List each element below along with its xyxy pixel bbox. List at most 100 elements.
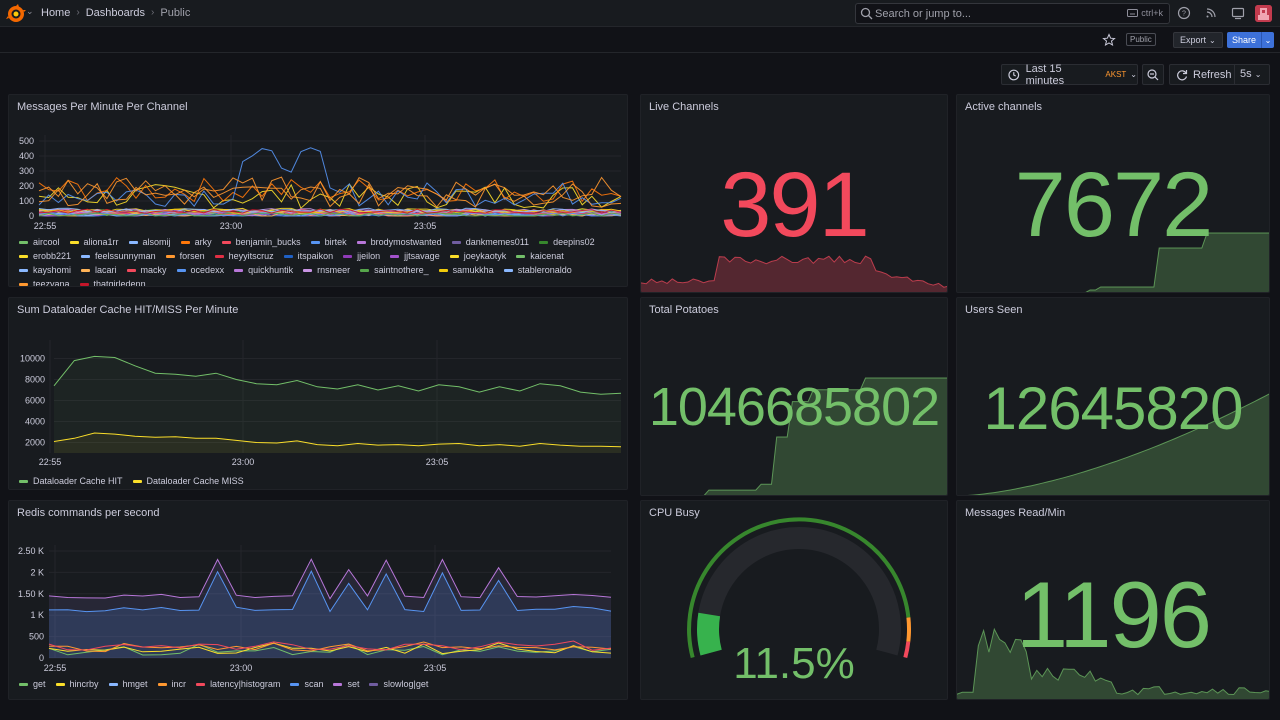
legend-item[interactable]: aliona1rr bbox=[69, 237, 119, 247]
refresh-interval-select[interactable]: 5s ⌄ bbox=[1240, 68, 1261, 80]
panel-title[interactable]: Messages Per Minute Per Channel bbox=[17, 101, 188, 113]
time-range-label: Last 15 minutes bbox=[1025, 62, 1065, 87]
panel-title[interactable]: Active channels bbox=[965, 101, 1043, 113]
legend-item[interactable]: kaicenat bbox=[516, 251, 564, 261]
legend-item[interactable]: lacari bbox=[81, 265, 117, 275]
avatar[interactable] bbox=[1255, 5, 1272, 22]
legend-swatch bbox=[126, 268, 136, 272]
legend-item[interactable]: thatgirledenn bbox=[79, 279, 146, 286]
legend-item[interactable]: set bbox=[333, 679, 359, 689]
legend-item[interactable]: feelssunnyman bbox=[81, 251, 156, 261]
legend-swatch bbox=[196, 682, 206, 686]
legend-label: dankmemes011 bbox=[465, 237, 530, 247]
kiosk-icon[interactable] bbox=[1230, 5, 1246, 21]
legend-item[interactable]: Dataloader Cache HIT bbox=[19, 476, 123, 486]
share-menu-button[interactable]: ⌄ bbox=[1261, 32, 1274, 48]
y-tick-label: 400 bbox=[19, 151, 34, 161]
legend-item[interactable]: arky bbox=[180, 237, 212, 247]
legend-swatch bbox=[19, 268, 28, 272]
grafana-logo-icon[interactable] bbox=[6, 4, 26, 24]
legend-item[interactable]: hincrby bbox=[55, 679, 99, 689]
legend-item[interactable]: deepins02 bbox=[539, 237, 595, 247]
sparkline-line bbox=[1085, 232, 1269, 292]
legend-swatch bbox=[343, 254, 353, 258]
legend-item[interactable]: alsomij bbox=[128, 237, 171, 247]
legend-item[interactable]: get bbox=[19, 679, 46, 689]
breadcrumb-home[interactable]: Home bbox=[41, 7, 71, 19]
legend-label: latency|histogram bbox=[210, 679, 281, 689]
legend-item[interactable]: birtek bbox=[310, 237, 347, 247]
legend-label: lacari bbox=[95, 265, 117, 275]
legend-swatch bbox=[356, 240, 366, 244]
star-icon[interactable] bbox=[1102, 33, 1116, 47]
series-line bbox=[38, 176, 622, 202]
legend-swatch bbox=[69, 240, 79, 244]
legend-item[interactable]: kayshomi bbox=[19, 265, 71, 275]
series-line bbox=[38, 182, 622, 208]
chevron-down-icon: ⌄ bbox=[1130, 70, 1137, 79]
legend-item[interactable]: joeykaotyk bbox=[449, 251, 506, 261]
legend-item[interactable]: ocedexx bbox=[176, 265, 224, 275]
legend-swatch bbox=[360, 268, 370, 272]
legend-item[interactable]: hmget bbox=[108, 679, 148, 689]
threshold-orange bbox=[906, 617, 912, 642]
news-icon[interactable] bbox=[1203, 5, 1219, 21]
legend-label: brodymostwanted bbox=[370, 237, 442, 247]
time-range-picker[interactable]: Last 15 minutes AKST ⌄ bbox=[1001, 62, 1138, 87]
sparkline-line bbox=[641, 255, 947, 288]
y-tick-label: 6000 bbox=[25, 396, 45, 406]
top-icon-group: ? bbox=[1176, 5, 1246, 21]
legend-item[interactable]: benjamin_bucks bbox=[221, 237, 301, 247]
legend-label: stableronaldo bbox=[517, 265, 572, 275]
panel-title[interactable]: CPU Busy bbox=[649, 507, 700, 519]
legend-item[interactable]: forsen bbox=[165, 251, 205, 261]
y-tick-label: 500 bbox=[29, 632, 44, 642]
legend-item[interactable]: latency|histogram bbox=[196, 679, 280, 689]
panel-title[interactable]: Users Seen bbox=[965, 304, 1023, 316]
legend-item[interactable]: erobb221 bbox=[19, 251, 71, 261]
sparkline bbox=[703, 377, 947, 495]
refresh-button[interactable]: Refresh bbox=[1193, 68, 1232, 81]
legend-item[interactable]: slowlog|get bbox=[369, 679, 428, 689]
breadcrumb-dashboards[interactable]: Dashboards bbox=[85, 7, 146, 19]
help-icon[interactable]: ? bbox=[1176, 5, 1192, 21]
legend-item[interactable]: aircool bbox=[19, 237, 60, 247]
panel-title[interactable]: Redis commands per second bbox=[17, 507, 160, 519]
chevron-down-icon[interactable]: ⌄ bbox=[26, 6, 34, 16]
legend-item[interactable]: dankmemes011 bbox=[451, 237, 530, 247]
legend-swatch bbox=[55, 682, 65, 686]
legend-item[interactable]: samukkha bbox=[438, 265, 494, 275]
legend-item[interactable]: incr bbox=[157, 679, 186, 689]
export-button[interactable]: Export ⌄ bbox=[1173, 32, 1223, 48]
dashboard-toolbar: Public Export ⌄ Share ⌄ bbox=[0, 27, 1280, 53]
share-button[interactable]: Share bbox=[1227, 32, 1261, 48]
legend-item[interactable]: teezyana bbox=[19, 279, 70, 286]
legend-item[interactable]: quickhuntik bbox=[234, 265, 293, 275]
legend-label: macky bbox=[140, 265, 167, 275]
x-tick-label: 23:05 bbox=[414, 221, 437, 231]
legend-item[interactable]: heyyitscruz bbox=[214, 251, 274, 261]
refresh-picker[interactable]: Refresh 5s ⌄ bbox=[1169, 64, 1270, 85]
legend-item[interactable]: rnsmeer bbox=[303, 265, 350, 275]
timezone-label: AKST bbox=[1105, 70, 1127, 79]
zoom-out-button[interactable] bbox=[1142, 64, 1164, 85]
panel-title[interactable]: Live Channels bbox=[649, 101, 719, 113]
legend-item[interactable]: scan bbox=[290, 679, 323, 689]
legend-item[interactable]: Dataloader Cache MISS bbox=[132, 476, 244, 486]
x-tick-label: 22:55 bbox=[44, 663, 67, 673]
legend-item[interactable]: jjtsavage bbox=[390, 251, 440, 261]
search-input[interactable]: Search or jump to... ctrl+k bbox=[855, 3, 1170, 24]
legend-item[interactable]: saintnothere_ bbox=[360, 265, 429, 275]
legend-item[interactable]: jjeilon bbox=[343, 251, 380, 261]
x-tick-label: 22:55 bbox=[34, 221, 57, 231]
legend-item[interactable]: brodymostwanted bbox=[356, 237, 442, 247]
legend-swatch bbox=[438, 268, 448, 272]
legend-item[interactable]: macky bbox=[126, 265, 167, 275]
panel-title[interactable]: Messages Read/Min bbox=[965, 507, 1066, 519]
keyboard-shortcut: ctrl+k bbox=[1127, 8, 1163, 18]
panel-title[interactable]: Sum Dataloader Cache HIT/MISS Per Minute bbox=[17, 304, 239, 316]
legend-label: erobb221 bbox=[33, 251, 72, 261]
legend-item[interactable]: itspaikon bbox=[283, 251, 333, 261]
panel-title[interactable]: Total Potatoes bbox=[649, 304, 719, 316]
legend-item[interactable]: stableronaldo bbox=[503, 265, 572, 275]
